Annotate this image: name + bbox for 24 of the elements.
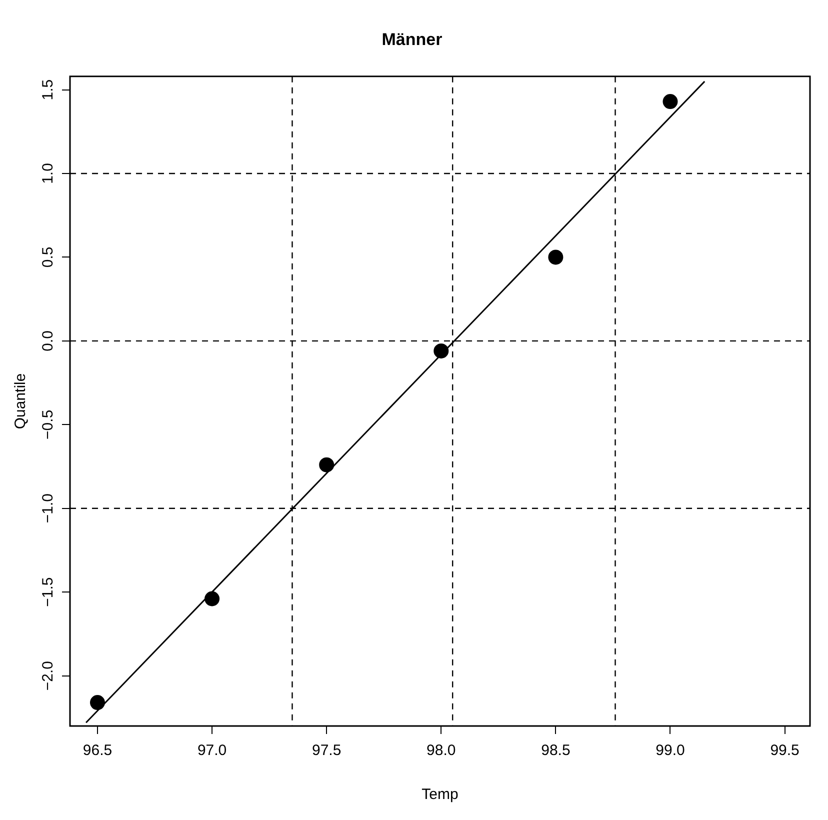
- x-tick-label: 98.5: [541, 742, 570, 760]
- x-tick-label: 99.5: [770, 742, 800, 760]
- chart-title: Männer: [382, 30, 443, 49]
- y-tick-label: −0.5: [40, 410, 57, 440]
- x-tick-label: 97.5: [312, 742, 342, 760]
- y-tick-label: 0.5: [40, 246, 57, 268]
- x-axis-title: Temp: [422, 786, 458, 804]
- y-tick-label: 1.0: [40, 163, 57, 184]
- y-tick-label: 1.5: [40, 79, 57, 100]
- y-axis-title: Quantile: [12, 373, 30, 430]
- x-tick-label: 99.0: [656, 742, 685, 760]
- y-tick-label: −1.5: [40, 577, 57, 607]
- x-tick-label: 97.0: [197, 742, 227, 760]
- point: [319, 457, 334, 472]
- x-tick-label: 96.5: [82, 742, 112, 760]
- point: [434, 343, 449, 358]
- point: [204, 591, 220, 606]
- y-tick-label: 0.0: [40, 330, 57, 352]
- point: [548, 250, 564, 265]
- y-tick-label: −1.0: [40, 494, 57, 524]
- point: [90, 695, 105, 710]
- point: [662, 94, 678, 110]
- y-tick-label: −2.0: [40, 660, 57, 691]
- x-tick-label: 98.0: [426, 742, 456, 760]
